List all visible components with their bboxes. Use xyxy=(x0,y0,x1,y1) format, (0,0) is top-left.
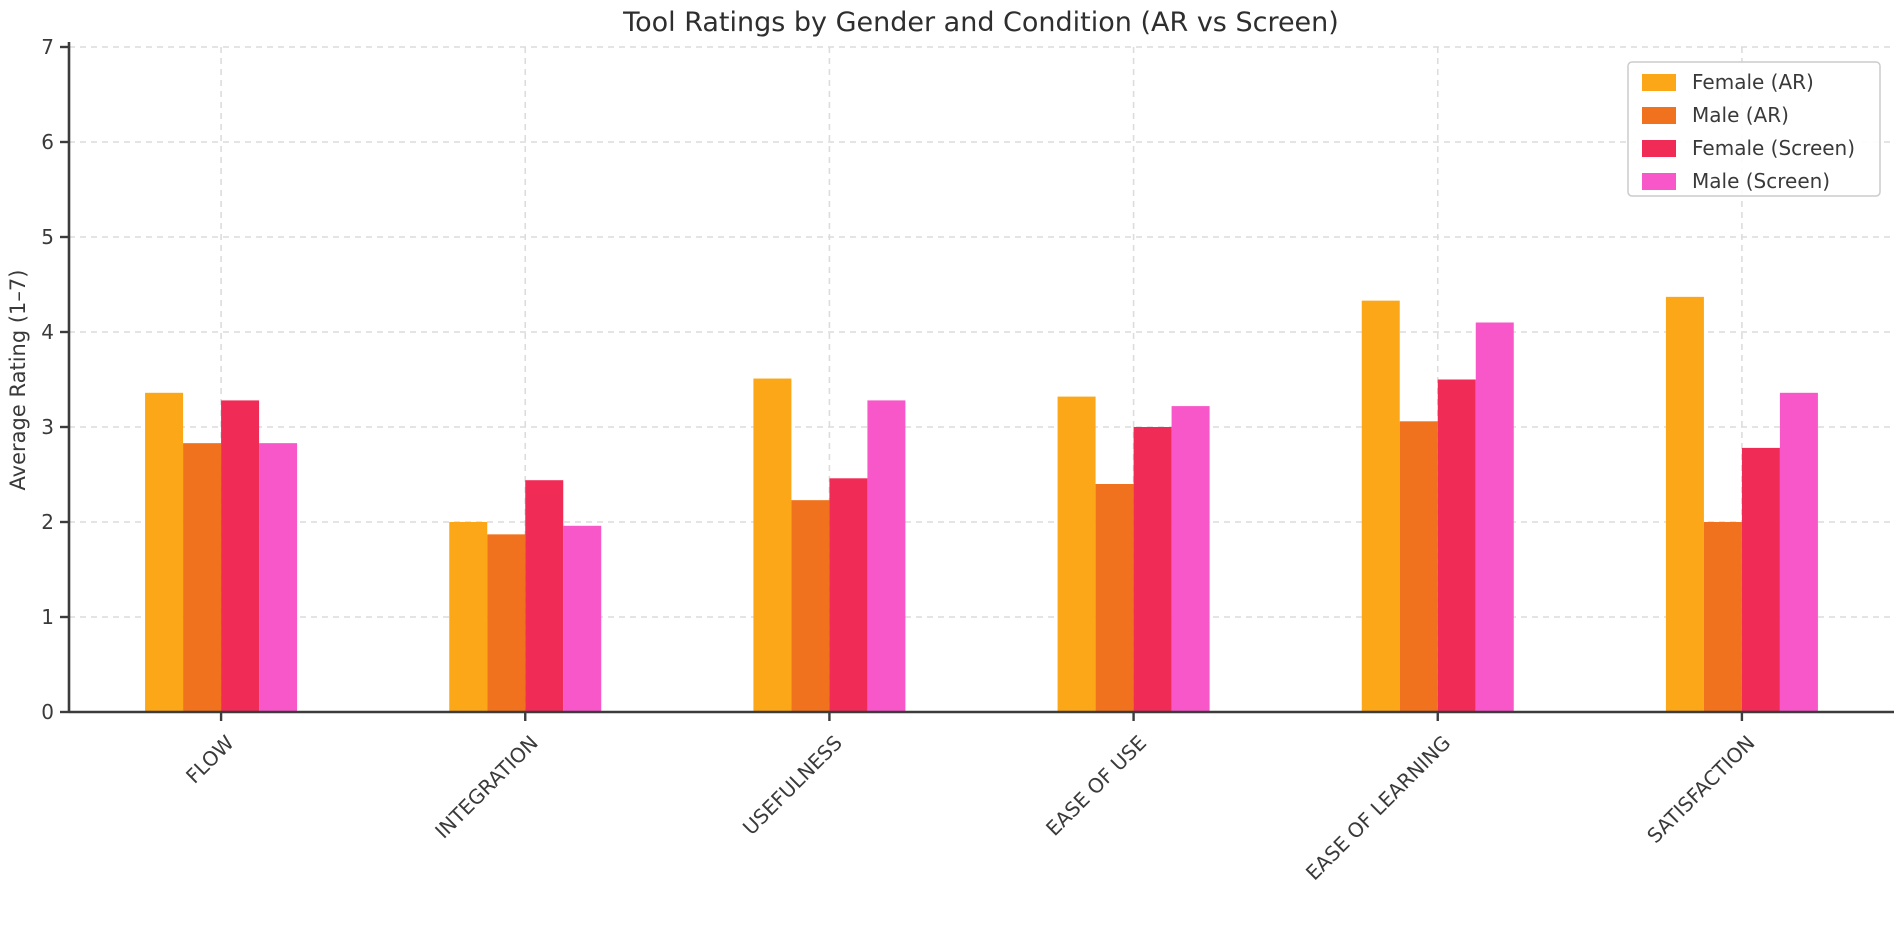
bar-ease-of-use-female-screen xyxy=(1133,427,1172,712)
bar-integration-female-ar xyxy=(449,522,488,712)
y-tick-label: 5 xyxy=(41,225,54,249)
x-tick-label-ease-of-learning: EASE OF LEARNING xyxy=(1301,731,1455,885)
bar-flow-male-ar xyxy=(183,443,222,712)
y-tick-label: 1 xyxy=(41,605,54,629)
gridlines xyxy=(69,46,1894,712)
bar-satisfaction-male-screen xyxy=(1779,392,1818,712)
bar-integration-male-screen xyxy=(563,525,602,712)
legend-label-female-ar: Female (AR) xyxy=(1692,70,1814,94)
y-tick-label: 4 xyxy=(41,320,54,344)
y-tick-label: 2 xyxy=(41,510,54,534)
bar-ease-of-learning-male-screen xyxy=(1475,322,1514,712)
bar-ease-of-learning-female-ar xyxy=(1361,300,1400,712)
bar-integration-male-ar xyxy=(487,534,526,712)
bar-usefulness-male-screen xyxy=(867,400,906,712)
bars-group xyxy=(145,296,1818,712)
axes: 0 1 2 3 4 5 6 7 FLOW INTEGRATION USEFULNESS EASE OF… xyxy=(41,35,1894,885)
x-tick-label-satisfaction: SATISFACTION xyxy=(1642,731,1759,848)
bar-usefulness-male-ar xyxy=(791,500,830,712)
bar-flow-female-ar xyxy=(145,392,184,712)
bar-usefulness-female-ar xyxy=(753,378,792,712)
legend: Female (AR) Male (AR) Female (Screen) Male … xyxy=(1627,61,1881,197)
x-tick-label-ease-of-use: EASE OF USE xyxy=(1041,731,1151,841)
bar-ease-of-use-male-ar xyxy=(1095,484,1134,712)
y-axis-label: Average Rating (1–7) xyxy=(6,270,30,491)
x-tick-label-integration: INTEGRATION xyxy=(430,731,543,844)
bar-satisfaction-female-screen xyxy=(1741,447,1780,712)
bar-satisfaction-female-ar xyxy=(1665,296,1704,712)
legend-label-male-screen: Male (Screen) xyxy=(1692,169,1830,193)
legend-swatch-male-ar xyxy=(1642,107,1676,124)
legend-swatch-female-screen xyxy=(1642,140,1676,157)
legend-label-male-ar: Male (AR) xyxy=(1692,103,1789,127)
y-tick-label: 0 xyxy=(41,700,54,724)
y-tick-label: 7 xyxy=(41,35,54,59)
legend-box xyxy=(1627,61,1881,197)
bar-ease-of-learning-male-ar xyxy=(1399,421,1438,712)
chart-title: Tool Ratings by Gender and Condition (AR… xyxy=(622,7,1339,38)
bar-integration-female-screen xyxy=(525,480,564,712)
legend-label-female-screen: Female (Screen) xyxy=(1692,136,1855,160)
bar-flow-male-screen xyxy=(259,443,298,712)
y-tick-label: 6 xyxy=(41,130,54,154)
bar-ease-of-use-female-ar xyxy=(1057,396,1096,712)
bar-ease-of-use-male-screen xyxy=(1171,406,1210,712)
bar-ease-of-learning-female-screen xyxy=(1437,379,1476,712)
legend-swatch-male-screen xyxy=(1642,173,1676,190)
bar-usefulness-female-screen xyxy=(829,478,868,712)
bar-flow-female-screen xyxy=(221,400,260,712)
y-tick-label: 3 xyxy=(41,415,54,439)
x-tick-label-flow: FLOW xyxy=(181,730,239,788)
legend-swatch-female-ar xyxy=(1642,74,1676,91)
bar-satisfaction-male-ar xyxy=(1703,522,1742,712)
x-tick-label-usefulness: USEFULNESS xyxy=(738,731,847,840)
